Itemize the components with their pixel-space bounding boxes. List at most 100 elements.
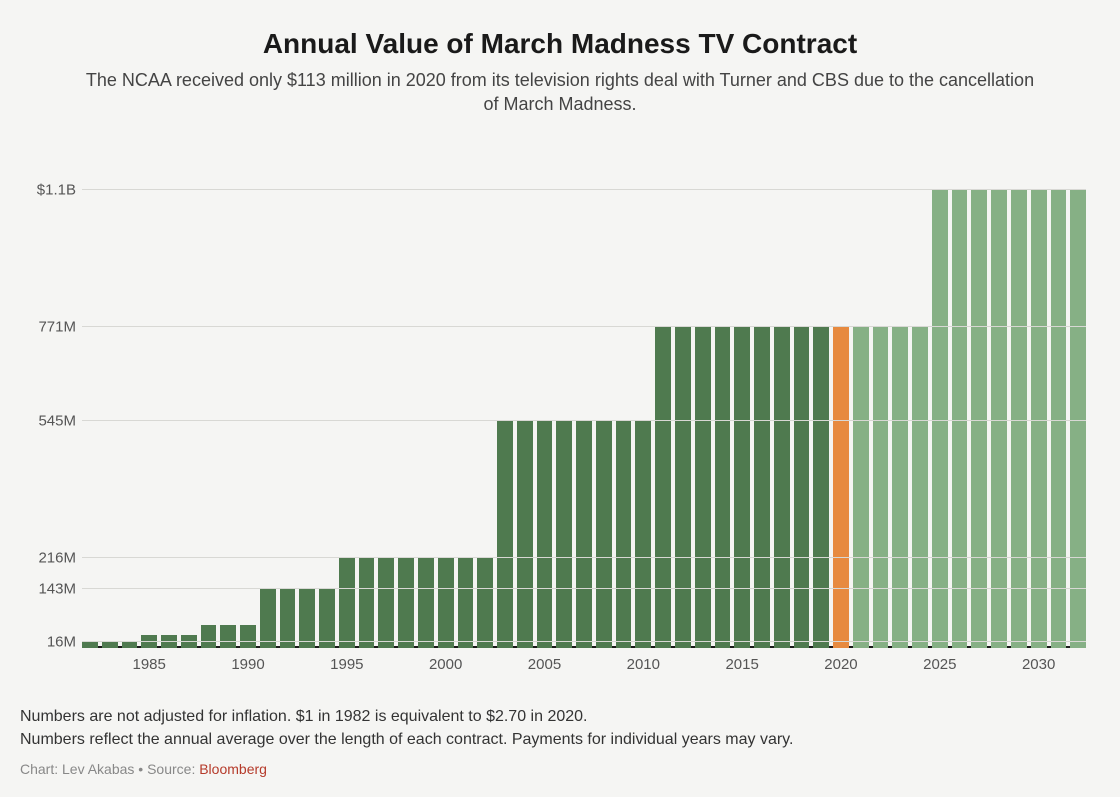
bar-slot xyxy=(378,157,394,649)
gridline xyxy=(82,641,1086,642)
gridline xyxy=(82,588,1086,589)
bar-slot xyxy=(122,157,138,649)
x-tick-label: 2010 xyxy=(627,656,660,673)
bar-slot: 2025 xyxy=(932,157,948,649)
bar xyxy=(991,190,1007,648)
x-tick-label: 2005 xyxy=(528,656,561,673)
bar xyxy=(240,625,256,648)
bar xyxy=(280,589,296,649)
bar-slot xyxy=(201,157,217,649)
bar xyxy=(675,327,691,648)
bar-slot xyxy=(912,157,928,649)
x-tick-label: 2030 xyxy=(1022,656,1055,673)
bar xyxy=(497,421,513,648)
footnote-line-2: Numbers reflect the annual average over … xyxy=(20,729,1100,751)
chart-subtitle: The NCAA received only $113 million in 2… xyxy=(80,68,1040,117)
bar-slot xyxy=(892,157,908,649)
bar xyxy=(220,625,236,648)
bar xyxy=(378,558,394,648)
footnote-line-1: Numbers are not adjusted for inflation. … xyxy=(20,706,1100,728)
gridline xyxy=(82,420,1086,421)
x-tick-label: 2000 xyxy=(429,656,462,673)
x-tick-label: 2015 xyxy=(725,656,758,673)
credit-source: Bloomberg xyxy=(199,761,267,777)
bar-slot xyxy=(971,157,987,649)
bar-slot: 1995 xyxy=(339,157,355,649)
y-tick-label: $1.1B xyxy=(37,181,76,198)
bar-slot xyxy=(596,157,612,649)
bar xyxy=(715,327,731,648)
bar-slot: 2020 xyxy=(833,157,849,649)
bar xyxy=(438,558,454,648)
bar xyxy=(556,421,572,648)
bar xyxy=(695,327,711,648)
bar xyxy=(952,190,968,648)
bar-slot: 2030 xyxy=(1031,157,1047,649)
bar xyxy=(537,421,553,648)
bar-slot xyxy=(873,157,889,649)
y-tick-label: 771M xyxy=(38,319,76,336)
bar-slot: 2000 xyxy=(438,157,454,649)
bar-slot xyxy=(813,157,829,649)
bar xyxy=(892,327,908,648)
x-tick-label: 2020 xyxy=(824,656,857,673)
bar xyxy=(201,625,217,648)
bar-slot xyxy=(418,157,434,649)
bar-slot xyxy=(991,157,1007,649)
y-tick-label: 545M xyxy=(38,413,76,430)
plot-area: 1985199019952000200520102015202020252030… xyxy=(82,157,1086,649)
bar xyxy=(458,558,474,648)
bar xyxy=(1051,190,1067,648)
bar xyxy=(102,642,118,649)
bar-slot xyxy=(952,157,968,649)
bar-slot xyxy=(260,157,276,649)
bar xyxy=(517,421,533,648)
bar-slot xyxy=(1070,157,1086,649)
bar xyxy=(359,558,375,648)
bar xyxy=(319,589,335,649)
bar-slot xyxy=(299,157,315,649)
bar-slot xyxy=(280,157,296,649)
bar-slot xyxy=(181,157,197,649)
bar-slot: 2010 xyxy=(635,157,651,649)
x-tick-label: 2025 xyxy=(923,656,956,673)
bar xyxy=(734,327,750,648)
credit-prefix: Chart: Lev Akabas • Source: xyxy=(20,761,199,777)
bar xyxy=(1031,190,1047,648)
bar xyxy=(912,327,928,648)
bar-slot: 2015 xyxy=(734,157,750,649)
bar xyxy=(833,327,849,648)
bar xyxy=(754,327,770,648)
footnote: Numbers are not adjusted for inflation. … xyxy=(20,706,1100,751)
y-tick-label: 16M xyxy=(47,633,76,650)
gridline xyxy=(82,326,1086,327)
x-tick-label: 1985 xyxy=(132,656,165,673)
chart-container: Annual Value of March Madness TV Contrac… xyxy=(0,0,1120,797)
bar-slot: 1990 xyxy=(240,157,256,649)
bar xyxy=(122,642,138,649)
bar xyxy=(971,190,987,648)
bar-slot xyxy=(102,157,118,649)
bar xyxy=(299,589,315,649)
bar xyxy=(774,327,790,648)
gridline xyxy=(82,189,1086,190)
bar xyxy=(339,558,355,648)
bar-slot xyxy=(220,157,236,649)
bar xyxy=(260,589,276,649)
gridline xyxy=(82,557,1086,558)
bar xyxy=(477,558,493,648)
bar xyxy=(82,642,98,649)
bar xyxy=(932,190,948,648)
bar xyxy=(635,421,651,648)
bar xyxy=(616,421,632,648)
bar-slot xyxy=(319,157,335,649)
y-tick-label: 216M xyxy=(38,550,76,567)
bar xyxy=(398,558,414,648)
bar-slot: 2005 xyxy=(537,157,553,649)
bar xyxy=(1070,190,1086,648)
bar xyxy=(813,327,829,648)
bar-slot xyxy=(497,157,513,649)
bar-slot xyxy=(754,157,770,649)
bar-slot xyxy=(398,157,414,649)
bars-group: 1985199019952000200520102015202020252030 xyxy=(82,157,1086,649)
